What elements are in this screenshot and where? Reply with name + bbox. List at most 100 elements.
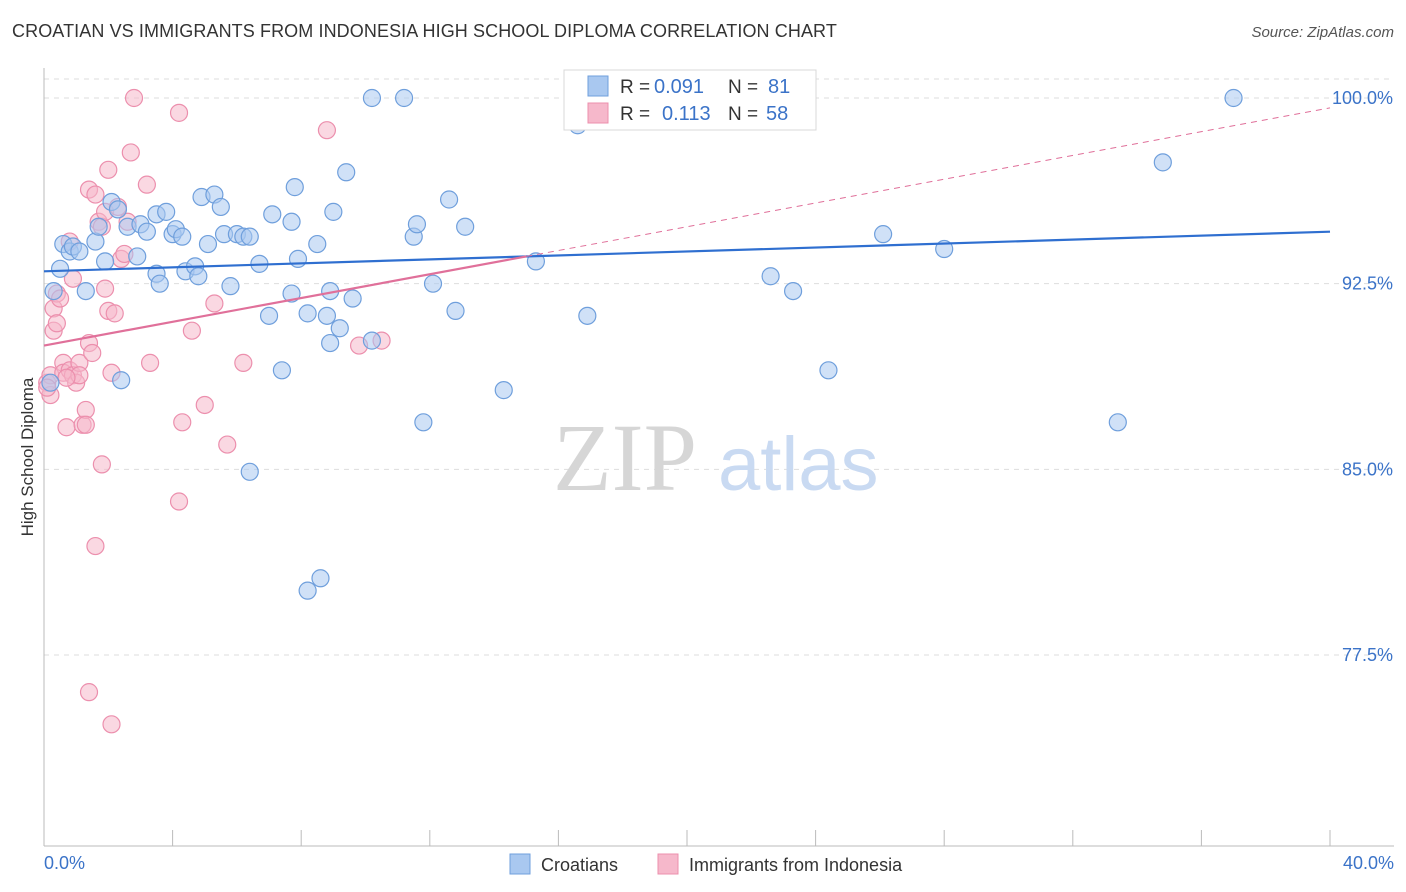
- indonesia-point: [83, 343, 102, 363]
- legend-r-value-1: 0.091: [654, 76, 704, 98]
- indonesia-point: [57, 418, 76, 437]
- indonesia-point: [47, 314, 66, 333]
- croatians-point: [285, 178, 304, 197]
- croatians-point: [128, 247, 147, 266]
- indonesia-point: [76, 415, 95, 434]
- indonesia-point: [317, 121, 337, 140]
- y-tick-label: 92.5%: [1342, 274, 1393, 294]
- indonesia-point: [205, 294, 224, 313]
- croatians-point: [288, 249, 308, 269]
- series-legend-swatch-indonesia: [657, 853, 679, 875]
- y-axis-title: High School Diploma: [18, 377, 37, 536]
- croatians-point: [343, 289, 362, 308]
- chart-title: CROATIAN VS IMMIGRANTS FROM INDONESIA HI…: [12, 21, 837, 41]
- croatians-point: [1108, 413, 1127, 432]
- croatians-point: [173, 227, 192, 246]
- legend-r-label-1: R =: [620, 77, 650, 98]
- indonesia-point: [195, 395, 214, 415]
- croatians-point: [362, 331, 382, 350]
- croatians-point: [414, 413, 433, 432]
- x-tick-label-min: 0.0%: [44, 853, 85, 873]
- y-tick-label: 85.0%: [1342, 459, 1393, 479]
- croatians-point: [394, 88, 414, 108]
- croatians-point: [44, 281, 63, 301]
- indonesia-point: [124, 88, 144, 108]
- croatians-point: [321, 333, 340, 353]
- croatians-point: [240, 227, 259, 246]
- croatians-point: [456, 217, 475, 236]
- croatians-point: [259, 306, 279, 325]
- indonesia-point: [234, 353, 253, 372]
- croatians-point: [189, 267, 208, 286]
- croatians-point: [89, 217, 108, 236]
- indonesia-point: [182, 321, 201, 340]
- legend-swatch-croatians: [587, 75, 609, 97]
- croatians-point: [50, 259, 70, 278]
- indonesia-point: [173, 413, 192, 432]
- legend-swatch-indonesia: [587, 102, 609, 124]
- croatians-point: [41, 373, 60, 392]
- croatians-point: [311, 569, 330, 588]
- legend-n-value-2: 58: [766, 103, 788, 125]
- legend-r-label-2: R =: [620, 104, 650, 125]
- y-tick-label: 77.5%: [1342, 645, 1393, 665]
- croatians-point: [298, 304, 317, 323]
- croatians-point: [439, 190, 459, 209]
- series-legend-swatch-croatians: [509, 853, 531, 875]
- indonesia-point: [218, 435, 237, 454]
- series-legend: Croatians Immigrants from Indonesia: [509, 853, 903, 875]
- source-label: Source: ZipAtlas.com: [1251, 24, 1394, 41]
- indonesia-point: [102, 715, 121, 734]
- croatians-point: [1153, 153, 1172, 172]
- croatians-point: [308, 234, 327, 254]
- croatians-point: [446, 301, 465, 320]
- croatians-point: [761, 267, 780, 286]
- croatians-point: [423, 274, 443, 293]
- indonesia-point: [169, 103, 189, 122]
- y-tick-label: 100.0%: [1332, 88, 1393, 108]
- croatians-point: [112, 371, 131, 390]
- croatians-point: [819, 361, 838, 380]
- indonesia-point: [86, 185, 105, 204]
- croatians-point: [298, 581, 317, 600]
- indonesia-trend-extension: [526, 107, 1331, 257]
- croatians-point: [282, 284, 301, 303]
- indonesia-point: [57, 368, 76, 387]
- legend-n-label-2: N =: [728, 104, 758, 125]
- series-croatians-points: [41, 88, 1243, 600]
- croatians-point: [317, 306, 337, 325]
- indonesia-point: [86, 536, 105, 556]
- croatians-point: [240, 462, 259, 481]
- croatians-trend-line: [43, 230, 1331, 273]
- croatians-point: [330, 319, 349, 338]
- croatians-point: [282, 212, 301, 231]
- indonesia-point: [99, 160, 118, 179]
- legend-n-label-1: N =: [728, 77, 758, 98]
- croatians-point: [157, 202, 176, 221]
- croatians-point: [263, 205, 282, 224]
- legend-n-value-1: 81: [768, 76, 790, 98]
- croatians-point: [70, 242, 89, 261]
- indonesia-point: [140, 353, 160, 372]
- croatians-point: [783, 281, 803, 301]
- indonesia-point: [95, 279, 115, 298]
- watermark-atlas: atlas: [718, 422, 879, 507]
- indonesia-point: [169, 492, 189, 511]
- axes: [43, 68, 1394, 847]
- indonesia-point: [105, 304, 124, 323]
- croatians-point: [874, 225, 893, 244]
- x-tick-label-max: 40.0%: [1343, 853, 1394, 873]
- watermark-zip: ZIP: [553, 404, 697, 511]
- croatians-point: [211, 197, 230, 217]
- croatians-point: [272, 361, 292, 380]
- indonesia-point: [121, 143, 140, 162]
- croatians-point: [95, 252, 115, 271]
- series-legend-indonesia: Immigrants from Indonesia: [689, 855, 903, 875]
- watermark: ZIP atlas: [553, 404, 879, 511]
- indonesia-point: [79, 683, 99, 702]
- croatians-point: [137, 222, 156, 241]
- croatians-point: [337, 163, 356, 182]
- croatians-point: [407, 215, 427, 234]
- croatians-point: [108, 200, 128, 219]
